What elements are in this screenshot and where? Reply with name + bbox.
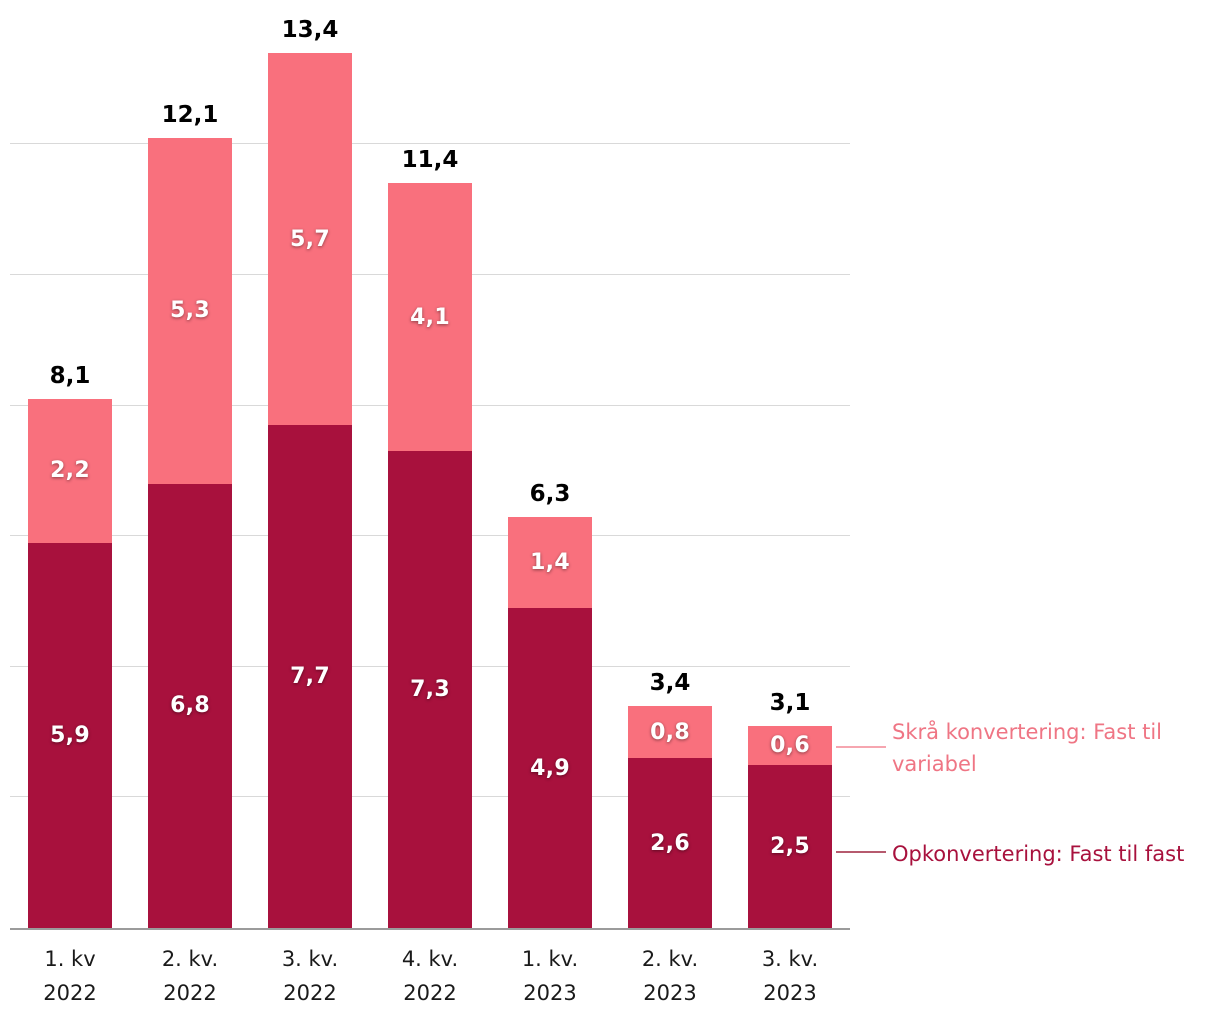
segment-value-label: 4,9	[530, 755, 570, 781]
segment-value-label: 5,9	[50, 722, 90, 748]
segment-value-label: 7,3	[410, 677, 450, 703]
x-axis-category-line: 2. kv.	[161, 947, 219, 971]
segment-value-label: 0,6	[770, 732, 810, 758]
total-value-label: 6,3	[529, 480, 571, 507]
x-axis-category-line: 2022	[403, 981, 457, 1005]
segment-value-label: 2,6	[650, 830, 690, 856]
segment-value-label: 4,1	[410, 304, 450, 330]
x-axis-category-line: 1. kv	[44, 947, 96, 971]
bar-segment-skra: 0,8	[628, 705, 712, 759]
segment-value-label: 2,5	[770, 833, 810, 859]
x-axis-category-label: 3. kv. 2023	[730, 942, 850, 1010]
x-axis-category-line: 3. kv.	[281, 947, 339, 971]
bar-segment-opkonvertering: 5,9	[28, 542, 112, 928]
bar-segment-skra: 1,4	[508, 516, 592, 608]
segment-value-label: 5,7	[290, 226, 330, 252]
legend-op-connector	[836, 851, 886, 853]
segment-value-label: 2,2	[50, 458, 90, 484]
bar-segment-skra: 5,7	[268, 52, 352, 426]
legend-skra-label: Skrå konvertering: Fast til variabel	[892, 720, 1163, 776]
x-axis-category-line: 2023	[523, 981, 577, 1005]
x-axis-category-line: 2022	[163, 981, 217, 1005]
x-axis-category-line: 2022	[283, 981, 337, 1005]
x-axis-category-line: 2. kv.	[641, 947, 699, 971]
bar-segment-skra: 5,3	[148, 137, 232, 484]
total-value-label: 12,1	[161, 101, 219, 128]
x-axis-category-line: 2023	[643, 981, 697, 1005]
x-axis-category-label: 2. kv. 2022	[130, 942, 250, 1010]
x-axis-category-label: 1. kv. 2023	[490, 942, 610, 1010]
bar-segment-skra: 2,2	[28, 399, 112, 543]
x-axis-category-label: 2. kv. 2023	[610, 942, 730, 1010]
total-value-label: 3,1	[769, 689, 811, 716]
segment-value-label: 7,7	[290, 664, 330, 690]
legend-skra-connector	[836, 746, 886, 748]
total-value-label: 13,4	[281, 16, 339, 43]
x-axis-category-line: 1. kv.	[521, 947, 579, 971]
total-value-label: 8,1	[49, 363, 91, 389]
x-axis-category-line: 4. kv.	[401, 947, 459, 971]
segment-value-label: 5,3	[170, 298, 210, 324]
x-axis-category-line: 3. kv.	[761, 947, 819, 971]
bar-segment-opkonvertering: 2,5	[748, 764, 832, 928]
bar-segment-opkonvertering: 2,6	[628, 758, 712, 928]
total-value-label: 11,4	[401, 147, 459, 174]
x-axis-category-label: 1. kv 2022	[10, 942, 130, 1010]
gridline	[10, 143, 850, 145]
total-value-label: 3,4	[649, 669, 691, 696]
x-axis-category-line: 2022	[43, 981, 97, 1005]
bar-segment-skra: 0,6	[748, 725, 832, 765]
x-axis-category-label: 4. kv. 2022	[370, 942, 490, 1010]
bar-segment-skra: 4,1	[388, 183, 472, 452]
segment-value-label: 6,8	[170, 693, 210, 719]
x-axis-category-label: 3. kv. 2022	[250, 942, 370, 1010]
segment-value-label: 1,4	[530, 549, 570, 575]
plot-area: 5,9 2,2 8,1 6,8 5,3 12,1 7,7 5,7 13,4 7,3 4,1 11,4 4…	[10, 0, 850, 930]
bar-segment-opkonvertering: 7,7	[268, 425, 352, 928]
bar-segment-opkonvertering: 6,8	[148, 483, 232, 928]
legend-op-label: Opkonvertering: Fast til fast	[892, 842, 1185, 866]
bar-segment-opkonvertering: 4,9	[508, 608, 592, 928]
bar-segment-opkonvertering: 7,3	[388, 451, 472, 928]
x-axis-category-line: 2023	[763, 981, 817, 1005]
segment-value-label: 0,8	[650, 719, 690, 745]
